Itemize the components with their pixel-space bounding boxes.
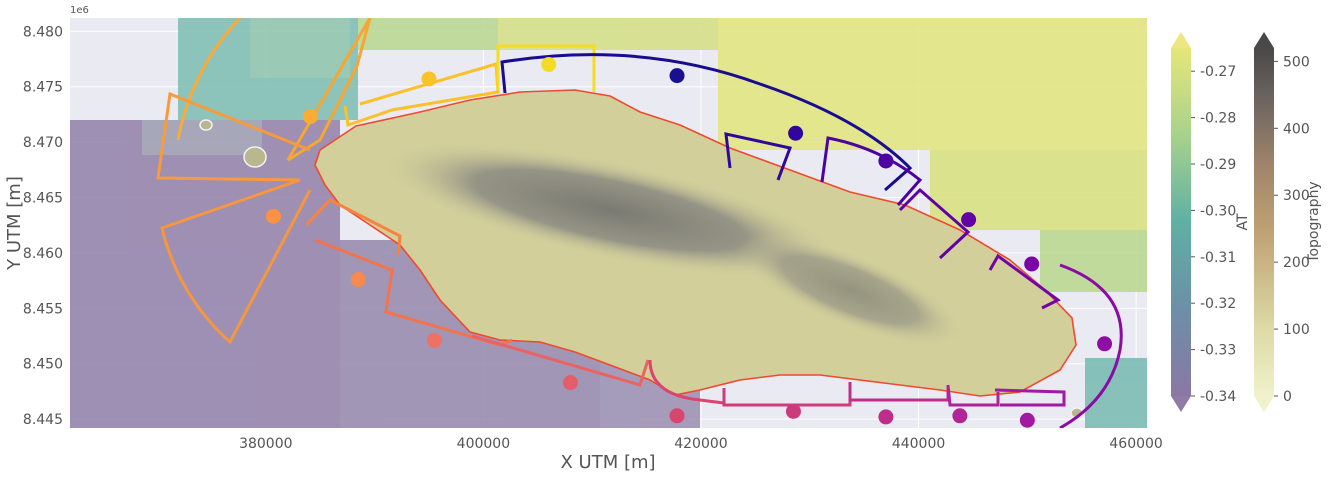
colorbar-tick-label: -0.32 [1200, 296, 1236, 312]
data-point-0 [265, 208, 281, 224]
colorbar-at-label: AT [1235, 213, 1251, 230]
colorbar-topo-extend-min [1254, 396, 1274, 412]
data-point-10 [788, 125, 804, 141]
data-point-6 [562, 375, 578, 391]
data-point-14 [961, 212, 977, 228]
y-axis-ticks: 8.445 8.450 8.455 8.460 8.465 8.470 8.475 8.480 [23, 24, 63, 428]
colorbar-tick-label: 300 [1283, 188, 1310, 204]
colorbar-at-extend-min [1171, 396, 1191, 412]
colorbar-tick-label: 400 [1283, 121, 1310, 137]
colorbar-at-extend-max [1171, 32, 1191, 48]
y-tick-label: 8.470 [23, 135, 63, 151]
colorbar-tick-label: 200 [1283, 255, 1310, 271]
x-tick-label: 420000 [674, 436, 727, 452]
y-tick-label: 8.460 [23, 246, 63, 262]
data-point-1 [302, 109, 318, 125]
data-point-7 [669, 408, 685, 424]
y-tick-label: 8.480 [23, 24, 63, 40]
colorbar-tick-label: 500 [1283, 54, 1310, 70]
colorbar-tick-label: -0.27 [1200, 64, 1236, 80]
island-topography [199, 89, 1084, 419]
data-point-17 [1097, 336, 1113, 352]
y-tick-label: 8.455 [23, 301, 63, 317]
colorbar-topography: 0 100 200 300 400 500 Topography [1254, 32, 1322, 412]
data-point-2 [350, 272, 366, 288]
colorbar-topo-gradient [1254, 48, 1274, 396]
x-tick-label: 460000 [1109, 436, 1162, 452]
x-tick-label: 400000 [457, 436, 510, 452]
y-tick-label: 8.465 [23, 191, 63, 207]
x-tick-label: 440000 [892, 436, 945, 452]
data-point-8 [669, 68, 685, 84]
colorbar-tick-label: -0.28 [1200, 111, 1236, 127]
colorbar-tick-label: 0 [1283, 389, 1292, 405]
y-tick-label: 8.445 [23, 412, 63, 428]
data-point-3 [421, 71, 437, 87]
x-axis-label: X UTM [m] [560, 452, 655, 473]
colorbar-tick-label: -0.33 [1200, 343, 1236, 359]
x-axis-ticks: 380000 400000 420000 440000 460000 [239, 436, 1163, 452]
data-point-16 [1024, 256, 1040, 272]
y-tick-label: 8.450 [23, 357, 63, 373]
y-offset-text: 1e6 [70, 5, 89, 16]
y-tick-label: 8.475 [23, 80, 63, 96]
data-point-15 [1019, 412, 1035, 428]
colorbar-at: -0.34 -0.33 -0.32 -0.31 -0.30 -0.29 -0.28 -0.27… [1171, 32, 1251, 412]
colorbar-tick-label: -0.30 [1200, 203, 1236, 219]
data-points [265, 57, 1113, 428]
data-point-13 [952, 408, 968, 424]
data-point-12 [878, 153, 894, 169]
data-point-4 [426, 332, 442, 348]
y-axis-label: Y UTM [m] [4, 176, 25, 271]
colorbar-topo-label: Topography [1306, 181, 1322, 263]
data-point-5 [541, 57, 557, 73]
data-point-11 [878, 409, 894, 425]
colorbar-tick-label: 100 [1283, 322, 1310, 338]
colorbar-tick-label: -0.29 [1200, 157, 1236, 173]
colorbar-at-gradient [1171, 48, 1191, 396]
colorbar-tick-label: -0.34 [1200, 389, 1236, 405]
sector-outlines [156, 18, 1123, 428]
x-tick-label: 380000 [239, 436, 292, 452]
colorbar-tick-label: -0.31 [1200, 250, 1236, 266]
colorbar-topo-extend-max [1254, 32, 1274, 48]
data-point-9 [785, 403, 801, 419]
